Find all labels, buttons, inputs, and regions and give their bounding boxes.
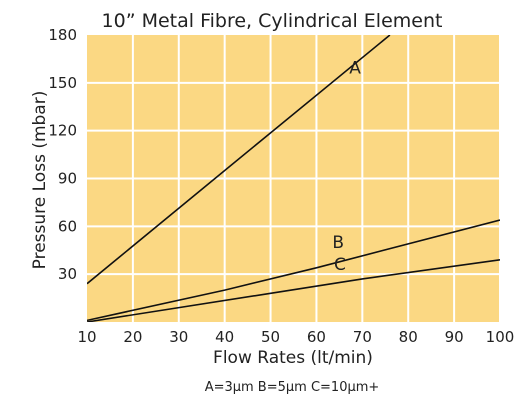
y-tick-label-30: 30 (58, 265, 77, 283)
y-tick-label-90: 90 (58, 170, 77, 188)
x-tick-label-80: 80 (399, 328, 418, 346)
chart-title: 10” Metal Fibre, Cylindrical Element (102, 10, 443, 32)
x-axis-label: Flow Rates (lt/min) (213, 348, 373, 368)
y-tick-label-180: 180 (48, 26, 77, 44)
series-labels: A BC (332, 58, 361, 274)
y-tick-label-150: 150 (48, 74, 77, 92)
y-axis-label: Pressure Loss (mbar) (30, 91, 50, 270)
series-lines (87, 35, 500, 322)
series-line-b (87, 219, 500, 322)
series-label-b: B (332, 233, 344, 253)
series-line-a (87, 35, 391, 285)
x-tick-label-90: 90 (445, 328, 464, 346)
plot-area (87, 35, 501, 322)
x-tick-label-50: 50 (261, 328, 280, 346)
x-tick-label-100: 100 (486, 328, 515, 346)
x-tick-labels: 10 20 30 40 50 60 70 80 90 100 (77, 328, 514, 346)
x-tick-label-30: 30 (169, 328, 188, 346)
chart-caption: A=3µm B=5µm C=10µm+ (205, 380, 380, 395)
y-tick-label-120: 120 (48, 122, 77, 140)
x-tick-label-60: 60 (307, 328, 326, 346)
x-tick-label-10: 10 (77, 328, 96, 346)
series-line-c (87, 259, 500, 322)
series-label-c: C (334, 255, 346, 275)
x-tick-label-20: 20 (123, 328, 142, 346)
x-tick-label-40: 40 (215, 328, 234, 346)
x-tick-label-70: 70 (353, 328, 372, 346)
y-tick-label-60: 60 (58, 217, 77, 235)
series-label-a: A (349, 58, 361, 78)
y-tick-labels: 30 60 90 120 150 180 (48, 26, 77, 283)
